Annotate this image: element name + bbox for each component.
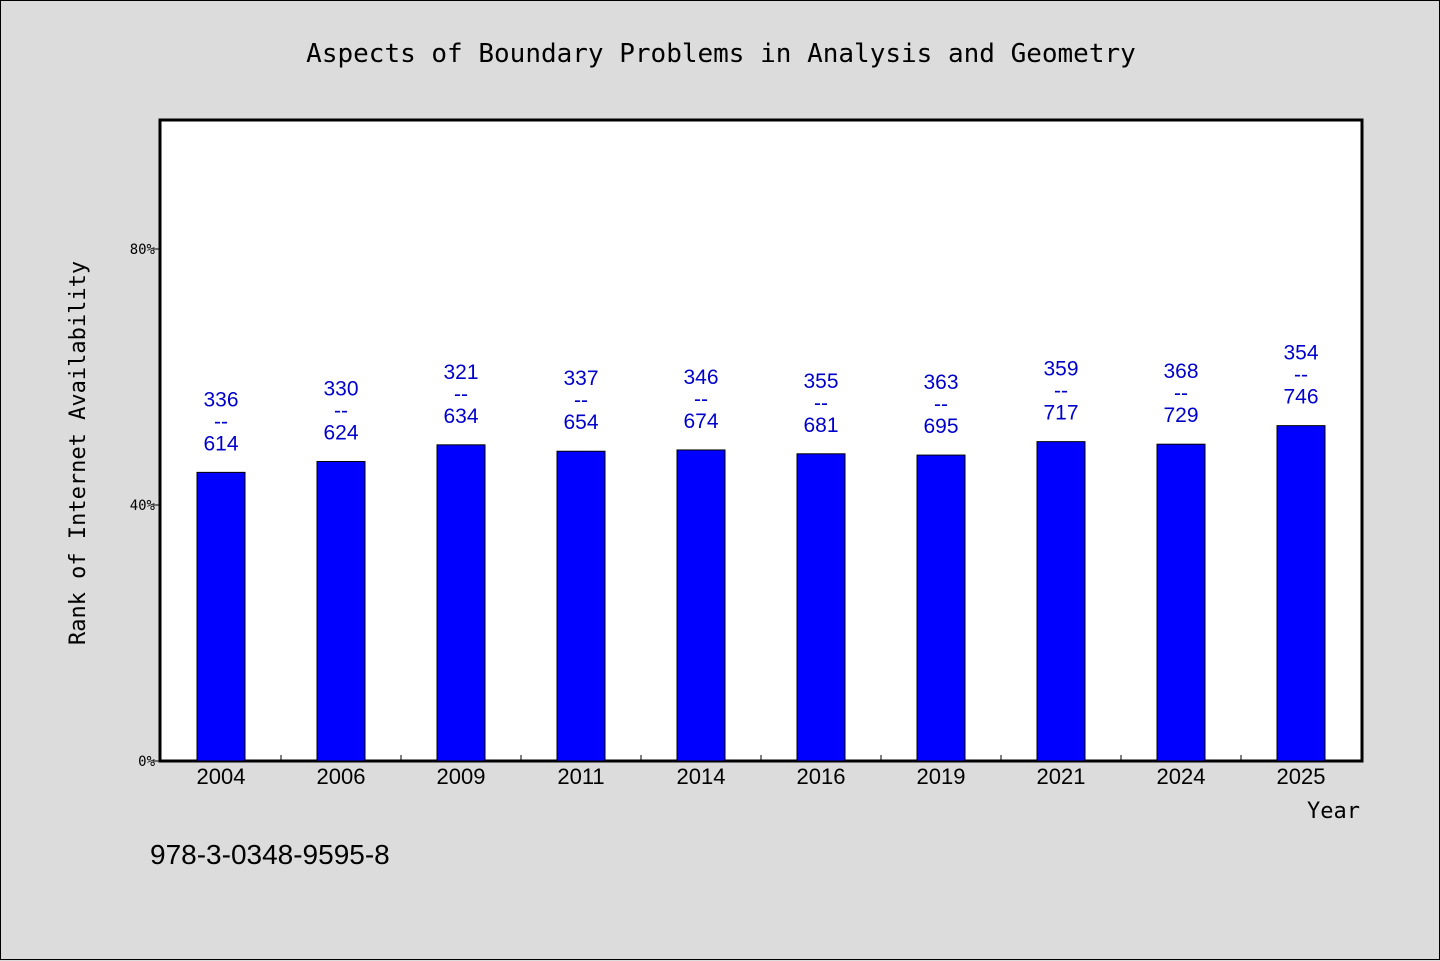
data-label-2024-1: --: [1174, 382, 1188, 405]
data-label-2024-0: 368: [1163, 360, 1198, 383]
x-tick-label-2004: 2004: [197, 764, 246, 789]
bar-2011: [556, 450, 606, 762]
y-axis: 0% 40% 80%: [130, 242, 161, 770]
data-label-2019-1: --: [934, 393, 948, 416]
x-tick-label-2014: 2014: [677, 764, 726, 789]
data-label-2009-0: 321: [443, 361, 478, 384]
x-tick-label-2006: 2006: [317, 764, 366, 789]
bar-2019: [916, 454, 966, 762]
x-tick-label-2016: 2016: [797, 764, 846, 789]
data-label-2009-1: --: [454, 383, 468, 406]
bar-2024: [1156, 443, 1206, 762]
data-label-2016-0: 355: [803, 370, 838, 393]
data-label-2025-0: 354: [1283, 342, 1318, 365]
bar-2006: [316, 460, 366, 762]
y-tick-label-40: 40%: [130, 498, 156, 514]
data-label-2019-0: 363: [923, 371, 958, 394]
data-label-2025-1: --: [1294, 364, 1308, 387]
data-label-2004-1: --: [214, 410, 228, 433]
data-label-2014-2: 674: [683, 410, 718, 433]
data-label-2019-2: 695: [923, 415, 958, 438]
bar-2014: [676, 449, 726, 762]
data-label-2016-1: --: [814, 392, 828, 415]
data-label-2006-2: 624: [323, 421, 358, 444]
data-label-2011-0: 337: [563, 367, 598, 390]
data-label-2011-1: --: [574, 389, 588, 412]
data-label-2011-2: 654: [563, 411, 598, 434]
bar-2016: [796, 453, 846, 762]
bar-2025: [1276, 425, 1326, 762]
x-axis: 2004 2006 2009 2011 2014 2016 2019 2021 2024 2025: [197, 755, 1326, 789]
bar-2004: [196, 471, 246, 762]
data-label-2021-2: 717: [1043, 402, 1078, 425]
data-label-2016-2: 681: [803, 414, 838, 437]
x-tick-label-2019: 2019: [917, 764, 966, 789]
data-labels-group: 336--614330--624321--634337--654346--674…: [203, 342, 1318, 456]
chart-title: Aspects of Boundary Problems in Analysis…: [306, 39, 1136, 69]
y-tick-label-80: 80%: [130, 242, 156, 258]
data-label-2009-2: 634: [443, 405, 478, 428]
data-label-2024-2: 729: [1163, 404, 1198, 427]
data-label-2021-0: 359: [1043, 358, 1078, 381]
data-label-2014-0: 346: [683, 366, 718, 389]
data-label-2004-2: 614: [203, 432, 238, 455]
bars-group: [196, 425, 1326, 762]
data-label-2014-1: --: [694, 388, 708, 411]
y-axis-label: Rank of Internet Availability: [66, 261, 91, 645]
data-label-2006-0: 330: [323, 377, 358, 400]
x-tick-label-2009: 2009: [437, 764, 486, 789]
y-tick-label-0: 0%: [138, 754, 155, 770]
data-label-2004-0: 336: [203, 388, 238, 411]
data-label-2006-1: --: [334, 399, 348, 422]
x-tick-label-2024: 2024: [1157, 764, 1206, 789]
bar-2009: [436, 444, 486, 762]
x-axis-label: Year: [1307, 799, 1360, 824]
x-tick-label-2021: 2021: [1037, 764, 1086, 789]
x-tick-label-2011: 2011: [557, 764, 604, 789]
bar-2021: [1036, 441, 1086, 762]
x-tick-label-2025: 2025: [1277, 764, 1326, 789]
data-label-2025-2: 746: [1283, 386, 1318, 409]
isbn-text: 978-3-0348-9595-8: [150, 839, 390, 870]
data-label-2021-1: --: [1054, 380, 1068, 403]
